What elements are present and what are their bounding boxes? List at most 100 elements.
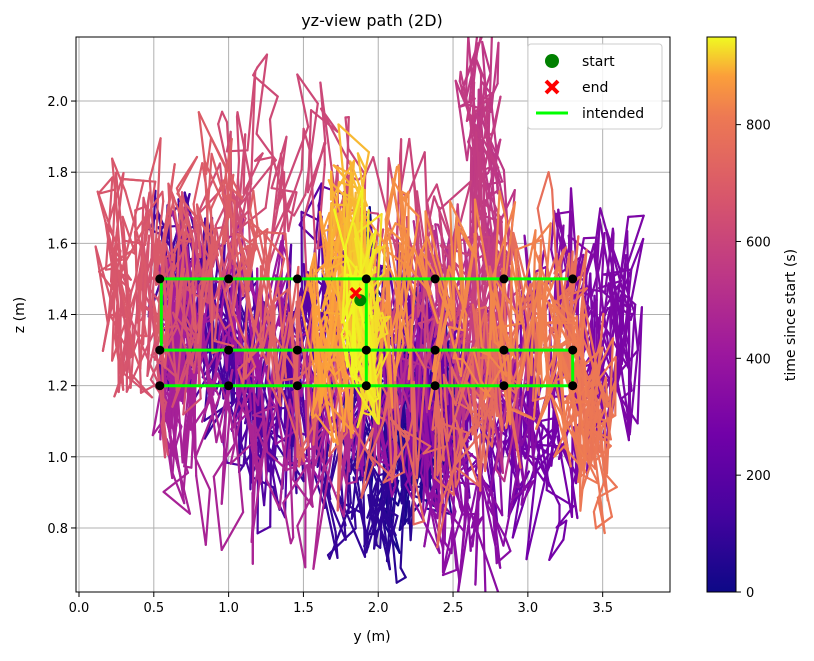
trajectory-segment	[222, 512, 243, 550]
waypoint	[568, 346, 577, 355]
trajectory-segment	[211, 181, 224, 209]
waypoint	[155, 346, 164, 355]
x-axis-label: y (m)	[353, 629, 390, 645]
trajectory-segment	[222, 112, 227, 122]
trajectory-segment	[218, 112, 222, 124]
waypoint	[499, 274, 508, 283]
trajectory-segment	[401, 568, 406, 578]
waypoint	[155, 274, 164, 283]
y-tick-label: 1.0	[47, 451, 68, 466]
trajectory-segment	[297, 526, 305, 567]
trajectory-segment	[594, 512, 596, 529]
colorbar-tick-label: 200	[746, 469, 771, 484]
trajectory-segment	[585, 362, 586, 402]
waypoint	[499, 346, 508, 355]
x-tick-label: 3.0	[518, 601, 539, 616]
trajectory-segment	[628, 216, 643, 217]
x-tick-label: 0.0	[69, 601, 90, 616]
trajectory-segment	[486, 592, 498, 615]
legend-start-label: start	[582, 54, 615, 70]
trajectory-segment	[538, 172, 549, 208]
waypoint	[293, 381, 302, 390]
y-tick-label: 0.8	[47, 522, 68, 537]
waypoint	[499, 381, 508, 390]
trajectory-segment	[253, 75, 278, 96]
x-tick-label: 2.0	[368, 601, 389, 616]
trajectory-segment	[214, 477, 222, 550]
y-axis-label: z (m)	[12, 297, 28, 333]
legend-intended-label: intended	[582, 106, 644, 122]
waypoint	[224, 346, 233, 355]
waypoint	[431, 274, 440, 283]
waypoint	[293, 346, 302, 355]
x-tick-label: 2.5	[443, 601, 464, 616]
trajectory-segment	[138, 335, 146, 336]
trajectory-segment	[253, 191, 257, 228]
trajectory-segment	[211, 209, 212, 353]
trajectory-segment	[162, 192, 163, 202]
waypoint	[293, 274, 302, 283]
trajectory-segment	[584, 238, 597, 239]
chart-title: yz-view path (2D)	[301, 11, 443, 30]
x-tick-label: 1.0	[218, 601, 239, 616]
trajectory-segment	[481, 74, 482, 117]
trajectory-segment	[384, 245, 385, 273]
waypoint	[155, 381, 164, 390]
y-tick-label: 1.8	[47, 166, 68, 181]
y-tick-label: 1.6	[47, 237, 68, 252]
x-tick-label: 1.5	[293, 601, 314, 616]
colorbar-tick-label: 800	[746, 119, 771, 134]
y-tick-label: 1.4	[47, 309, 68, 324]
trajectory-segment	[565, 402, 586, 403]
y-axis: 0.8 1.0 1.2 1.4 1.6 1.8 2.0	[47, 95, 76, 537]
waypoint	[224, 274, 233, 283]
colorbar-tick-label: 400	[746, 352, 771, 367]
colorbar-gradient	[707, 37, 736, 592]
x-tick-label: 3.5	[592, 601, 613, 616]
colorbar-tick-label: 0	[746, 586, 754, 601]
trajectory-segment	[194, 163, 203, 204]
colorbar: 0 200 400 600 800 time since start (s)	[707, 37, 799, 601]
trajectory-segment	[397, 577, 406, 582]
y-tick-label: 2.0	[47, 95, 68, 110]
trajectory-segment	[302, 212, 303, 300]
trajectory-segment	[490, 296, 491, 355]
colorbar-label: time since start (s)	[783, 249, 799, 381]
trajectory-segment	[270, 97, 278, 120]
trajectory-segment	[484, 531, 486, 615]
waypoint	[568, 381, 577, 390]
trajectory-segment	[547, 397, 550, 490]
legend-start-marker	[545, 54, 559, 68]
trajectory-segment	[339, 125, 369, 153]
trajectory-segment	[266, 157, 273, 208]
trajectory-segment	[283, 503, 291, 543]
trajectory-segment	[454, 217, 457, 283]
waypoint	[568, 274, 577, 283]
trajectory-segment	[206, 490, 210, 545]
trajectory-segment	[354, 510, 355, 528]
trajectory-segment	[454, 284, 455, 330]
waypoint	[431, 346, 440, 355]
waypoint	[224, 381, 233, 390]
trajectory-segment	[267, 480, 280, 509]
legend-end-label: end	[582, 80, 608, 96]
waypoint	[362, 346, 371, 355]
trajectory-segment	[605, 420, 606, 474]
trajectory-segment	[483, 27, 491, 35]
trajectory-segment	[177, 157, 197, 194]
trajectory-segment	[606, 475, 617, 488]
trajectory-segment	[487, 0, 494, 23]
trajectory-segment	[227, 463, 244, 466]
colorbar-tick-label: 600	[746, 235, 771, 250]
trajectory-segment	[492, 24, 493, 35]
waypoint	[362, 274, 371, 283]
y-tick-label: 1.2	[47, 380, 68, 395]
trajectory-segment	[196, 476, 206, 545]
trajectory-segment	[414, 521, 425, 524]
trajectory-segment	[505, 536, 511, 551]
waypoint	[431, 381, 440, 390]
trajectory-segment	[516, 240, 541, 250]
trajectory-segment	[257, 134, 271, 153]
